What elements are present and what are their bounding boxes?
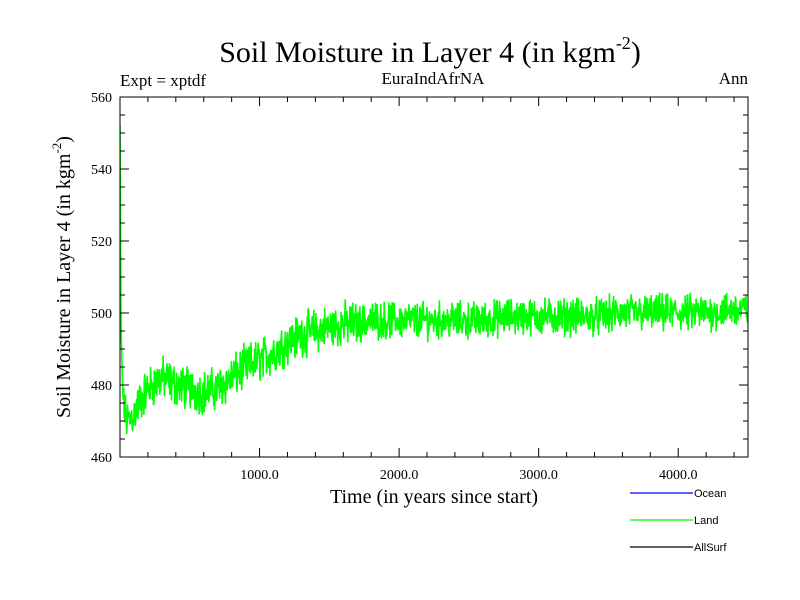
y-tick-label: 460: [91, 451, 112, 466]
legend: Ocean Land AllSurf: [630, 488, 727, 554]
x-tick-label: 4000.0: [659, 468, 698, 483]
y-tick-label: 500: [91, 307, 112, 322]
x-axis-label: Time (in years since start): [330, 486, 538, 508]
axis-ticks: 1000.0 2000.0 3000.0 4000.0 460 480 500 520 540 5…: [91, 91, 748, 483]
subtitle-center: EuraIndAfrNA: [382, 69, 486, 88]
x-tick-label: 3000.0: [519, 468, 558, 483]
subtitle-right: Ann: [719, 69, 749, 88]
x-tick-label: 2000.0: [380, 468, 419, 483]
y-tick-label: 480: [91, 379, 112, 394]
subtitle-left: Expt = xptdf: [120, 71, 206, 90]
series-group: [120, 124, 748, 435]
y-tick-label: 520: [91, 235, 112, 250]
y-tick-label: 560: [91, 91, 112, 106]
legend-label-land: Land: [694, 515, 718, 527]
y-tick-label: 540: [91, 163, 112, 178]
legend-label-allsurf: AllSurf: [694, 542, 727, 554]
x-tick-label: 1000.0: [240, 468, 279, 483]
series-line-land: [120, 124, 748, 435]
y-axis-label: Soil Moisture in Layer 4 (in kgm-2): [49, 136, 75, 418]
chart-title: Soil Moisture in Layer 4 (in kgm-2): [219, 33, 641, 69]
legend-label-ocean: Ocean: [694, 488, 726, 500]
